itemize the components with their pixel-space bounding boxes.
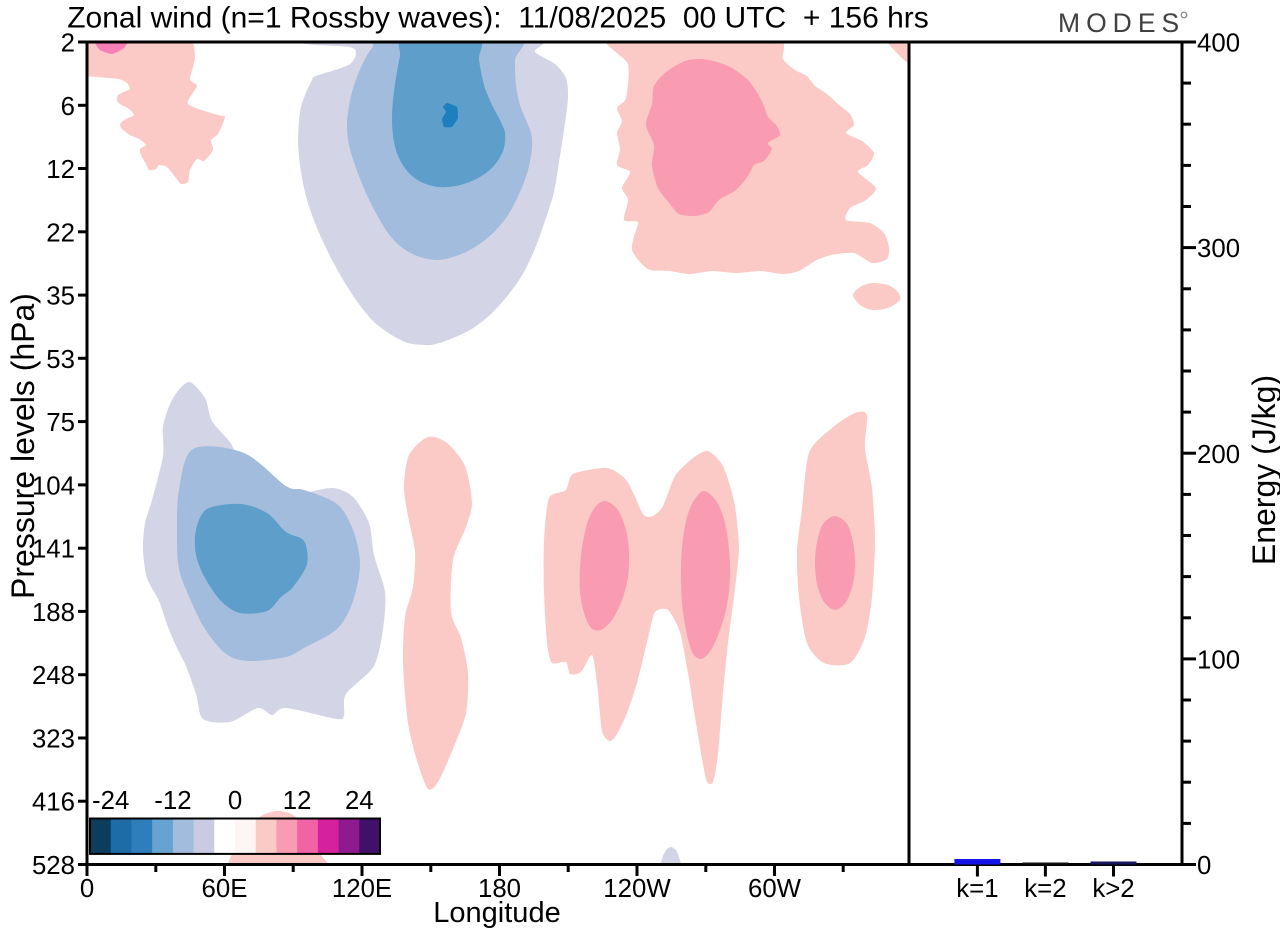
- svg-text:300: 300: [1197, 235, 1240, 263]
- svg-text:MODES: MODES: [1058, 8, 1185, 38]
- svg-text:104: 104: [32, 472, 75, 500]
- svg-text:35: 35: [46, 283, 75, 311]
- svg-text:0: 0: [1197, 852, 1211, 880]
- svg-text:141: 141: [32, 536, 75, 564]
- svg-text:24: 24: [345, 787, 374, 815]
- svg-text:k>2: k>2: [1092, 875, 1134, 903]
- svg-text:100: 100: [1197, 646, 1240, 674]
- svg-text:0: 0: [228, 787, 242, 815]
- svg-text:6: 6: [61, 93, 75, 121]
- svg-text:75: 75: [46, 409, 75, 437]
- svg-text:-12: -12: [154, 787, 191, 815]
- svg-text:60W: 60W: [748, 875, 802, 903]
- svg-text:188: 188: [32, 599, 75, 627]
- svg-text:12: 12: [283, 787, 312, 815]
- svg-text:-24: -24: [92, 787, 129, 815]
- svg-text:416: 416: [32, 789, 75, 817]
- svg-text:60E: 60E: [202, 875, 248, 903]
- svg-text:12: 12: [46, 156, 75, 184]
- svg-text:53: 53: [46, 346, 75, 374]
- svg-text:0: 0: [80, 875, 94, 903]
- svg-text:180: 180: [478, 875, 521, 903]
- svg-text:Energy (J/kg): Energy (J/kg): [1246, 375, 1280, 565]
- svg-text:Longitude: Longitude: [433, 897, 560, 929]
- svg-text:2: 2: [61, 30, 75, 58]
- svg-text:323: 323: [32, 726, 75, 754]
- svg-text:22: 22: [46, 219, 75, 247]
- svg-text:k=1: k=1: [956, 875, 998, 903]
- svg-text:k=2: k=2: [1024, 875, 1066, 903]
- svg-text:120E: 120E: [332, 875, 392, 903]
- svg-text:Zonal wind (n=1 Rossby waves):: Zonal wind (n=1 Rossby waves): 11/08/202…: [67, 2, 929, 35]
- svg-text:200: 200: [1197, 441, 1240, 469]
- svg-text:400: 400: [1197, 30, 1240, 58]
- svg-text:248: 248: [32, 662, 75, 690]
- svg-text:Pressure levels (hPa): Pressure levels (hPa): [5, 293, 41, 599]
- svg-text:528: 528: [32, 852, 75, 880]
- svg-text:120W: 120W: [603, 875, 671, 903]
